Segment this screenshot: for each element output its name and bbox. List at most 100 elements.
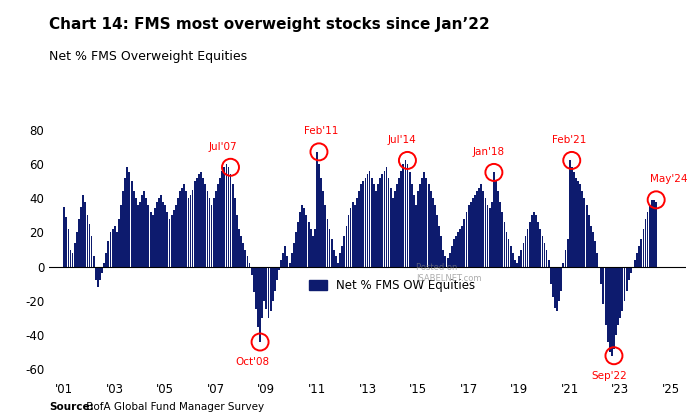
Bar [392, 198, 393, 267]
Bar [88, 224, 90, 267]
Bar [156, 202, 158, 267]
Text: Jul'14: Jul'14 [388, 135, 416, 145]
Bar [373, 184, 374, 267]
Bar [457, 232, 459, 267]
Bar [526, 229, 528, 267]
Bar [596, 253, 598, 267]
Bar [363, 181, 364, 267]
Bar [282, 253, 284, 267]
Bar [451, 246, 453, 267]
Bar [84, 202, 86, 267]
Bar [365, 178, 366, 267]
Bar [329, 229, 330, 267]
Bar [346, 226, 347, 267]
Bar [97, 267, 99, 287]
Bar [424, 173, 426, 267]
Bar [80, 207, 82, 267]
Bar [230, 174, 232, 267]
Bar [112, 229, 113, 267]
Bar [379, 178, 381, 267]
Bar [463, 219, 466, 267]
Bar [305, 215, 307, 267]
Bar [103, 263, 105, 267]
Bar [323, 191, 324, 267]
Bar [603, 267, 604, 304]
Bar [228, 167, 230, 267]
Text: Oct'08: Oct'08 [235, 357, 270, 368]
Bar [267, 267, 270, 318]
Bar [206, 191, 209, 267]
Bar [215, 191, 217, 267]
Bar [537, 222, 539, 267]
Bar [653, 200, 654, 267]
Bar [624, 267, 626, 301]
Bar [514, 260, 516, 267]
Bar [217, 184, 219, 267]
Bar [417, 191, 419, 267]
Bar [486, 205, 489, 267]
Bar [137, 205, 139, 267]
Bar [135, 198, 136, 267]
Bar [655, 202, 657, 267]
Bar [461, 226, 463, 267]
Bar [93, 256, 95, 267]
Bar [643, 229, 645, 267]
Bar [133, 191, 134, 267]
Legend: Net % FMS OW Equities: Net % FMS OW Equities [304, 274, 480, 297]
Text: BofA Global Fund Manager Survey: BofA Global Fund Manager Survey [83, 402, 264, 412]
Bar [181, 188, 183, 267]
Bar [200, 173, 202, 267]
Bar [343, 236, 345, 267]
Bar [531, 215, 533, 267]
Bar [255, 267, 257, 310]
Bar [303, 208, 305, 267]
Bar [615, 267, 617, 335]
Bar [578, 181, 579, 267]
Bar [125, 178, 126, 267]
Bar [261, 267, 263, 318]
Bar [539, 229, 541, 267]
Bar [202, 178, 204, 267]
Bar [442, 249, 444, 267]
Bar [270, 267, 272, 311]
Bar [449, 253, 451, 267]
Bar [352, 202, 354, 267]
Bar [508, 239, 510, 267]
Bar [192, 189, 193, 267]
Bar [196, 178, 198, 267]
Bar [645, 219, 647, 267]
Bar [489, 208, 491, 267]
Bar [499, 202, 501, 267]
Text: Source:: Source: [49, 402, 94, 412]
Bar [491, 202, 493, 267]
Bar [421, 178, 424, 267]
Bar [242, 243, 244, 267]
Bar [533, 212, 535, 267]
Bar [198, 174, 200, 267]
Bar [640, 239, 642, 267]
Bar [459, 229, 461, 267]
Bar [238, 229, 240, 267]
Bar [607, 267, 608, 342]
Bar [167, 212, 168, 267]
Bar [552, 267, 554, 297]
Bar [127, 167, 128, 267]
Bar [246, 256, 248, 267]
Bar [177, 198, 178, 267]
Bar [432, 198, 433, 267]
Bar [620, 267, 621, 318]
Bar [455, 236, 457, 267]
Text: Chart 14: FMS most overweight stocks since Jan’22: Chart 14: FMS most overweight stocks sin… [49, 17, 490, 32]
Bar [466, 212, 468, 267]
Bar [561, 267, 562, 291]
Bar [76, 232, 78, 267]
Bar [482, 191, 484, 267]
Bar [360, 184, 362, 267]
Bar [99, 267, 101, 281]
Bar [580, 184, 581, 267]
Bar [601, 267, 602, 284]
Bar [213, 198, 215, 267]
Bar [204, 184, 206, 267]
Bar [109, 232, 111, 267]
Bar [358, 191, 360, 267]
